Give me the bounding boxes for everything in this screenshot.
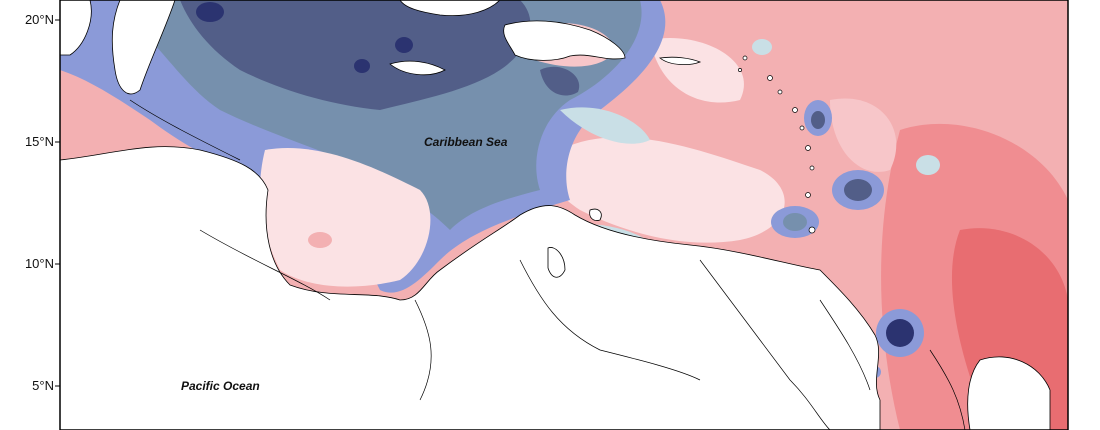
deep-spot-jamaica <box>395 37 413 53</box>
lat-tick-label: 15°N <box>24 134 54 149</box>
jamaica <box>389 60 446 76</box>
cuba-south <box>399 0 501 17</box>
pacific-ocean-label: Pacific Ocean <box>181 379 260 393</box>
plot-frame <box>59 0 1069 430</box>
eddy-guiana-core <box>886 319 914 347</box>
eddy-small-north <box>752 39 772 55</box>
lat-tick-label: 20°N <box>24 12 54 27</box>
pink-patch-antilles <box>830 98 897 172</box>
puerto-rico <box>659 56 702 66</box>
pink-belt-central <box>549 137 785 243</box>
continent-mainland <box>60 146 881 430</box>
guiana-highlands <box>967 356 1051 430</box>
pink-belt-north <box>650 38 744 103</box>
pink-central-america <box>260 148 431 287</box>
belize-coast <box>111 0 176 95</box>
hispaniola <box>503 20 626 61</box>
lat-tick-label: 10°N <box>24 256 54 271</box>
lat-tick-label: 5°N <box>32 378 54 393</box>
aruba-curacao <box>589 208 602 221</box>
deep-spot-central <box>354 59 370 73</box>
caribbean-sea-label: Caribbean Sea <box>424 135 508 149</box>
lat-ticks <box>55 19 60 387</box>
eddy-central-core <box>844 179 872 201</box>
salmon-spot-nicaragua <box>308 232 332 248</box>
country-borders <box>129 99 966 430</box>
blue-spot-mona <box>540 66 580 96</box>
eddy-south-core <box>783 213 807 231</box>
mexico-yucatan-tip <box>60 0 92 56</box>
eddy-small-east <box>916 155 940 175</box>
guajira-peninsula <box>547 247 566 278</box>
lesser-antilles <box>738 55 816 234</box>
lightblue-fringe-north <box>560 107 650 144</box>
blue-basin-core <box>180 0 531 110</box>
deep-spot-west <box>196 2 224 22</box>
eddy-north-core <box>811 111 825 129</box>
land <box>60 0 1051 430</box>
